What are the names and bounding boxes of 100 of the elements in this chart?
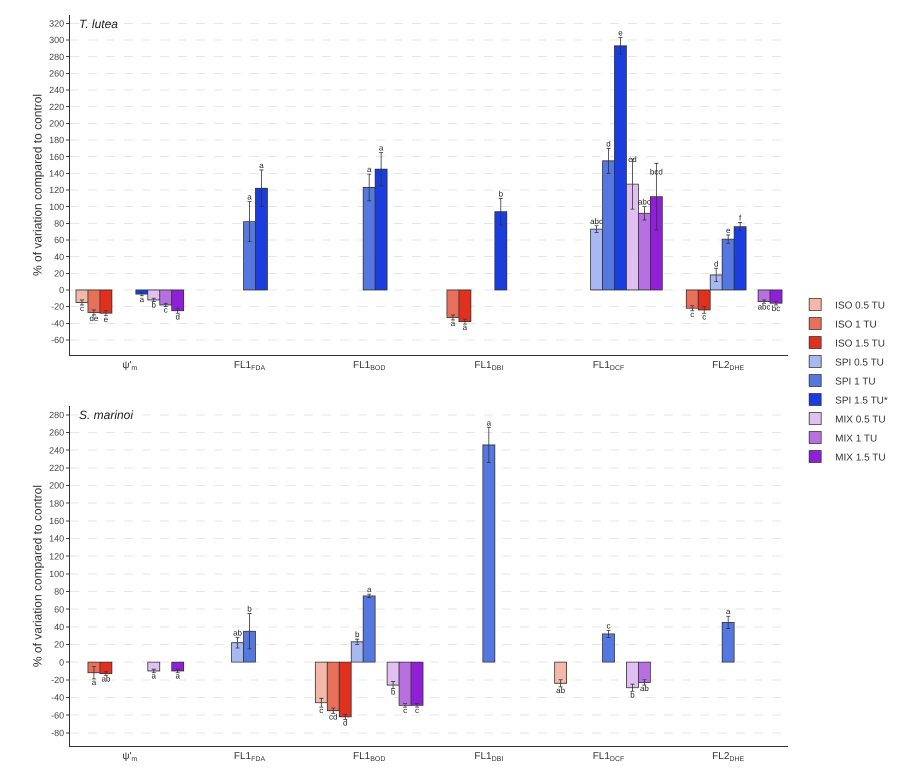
data-label: b <box>354 630 360 640</box>
bar <box>554 662 568 684</box>
data-label: a <box>175 672 180 681</box>
x-tick-label: FL1$_{DCF}$ <box>592 751 624 764</box>
x-tick-label: FL1$_{DBI}$ <box>474 751 504 764</box>
x-tick-label: ψ'$_{m}$ <box>122 360 138 372</box>
y-tick-label: 80 <box>54 586 64 597</box>
y-tick-label: 140 <box>49 168 64 178</box>
data-label: f <box>739 213 742 222</box>
y-tick-label: -20 <box>51 674 64 685</box>
data-label: a <box>378 143 384 152</box>
legend-label: SPI 1.5 TU* <box>835 395 888 406</box>
y-tick-label: 160 <box>49 152 64 162</box>
data-label: bc <box>772 304 780 313</box>
legend-label: SPI 0.5 TU <box>835 357 884 368</box>
y-tick-label: 40 <box>54 252 64 262</box>
data-label: abc <box>758 302 771 312</box>
y-tick-label: 200 <box>49 480 64 491</box>
x-tick-label: FL1$_{DBI}$ <box>474 360 504 372</box>
data-label: a <box>462 323 468 332</box>
y-tick-label: -60 <box>51 710 64 720</box>
legend-label: MIX 1 TU <box>835 433 878 444</box>
data-label: c <box>80 304 84 313</box>
data-label: d <box>714 259 718 268</box>
data-label: c <box>164 306 168 315</box>
x-tick-label: FL1$_{DCF}$ <box>592 360 624 372</box>
y-tick-label: 320 <box>49 18 64 28</box>
data-label: b <box>498 189 504 198</box>
data-label: d <box>343 718 348 728</box>
data-label: d <box>175 312 180 322</box>
data-label: e <box>104 314 109 324</box>
bar <box>147 662 160 672</box>
x-tick-label: ψ'$_{m}$ <box>122 751 138 764</box>
data-label: de <box>89 314 99 323</box>
data-label: cd <box>628 155 637 164</box>
legend-label: ISO 0.5 TU <box>835 300 886 312</box>
legend-label: ISO 1.5 TU <box>835 338 886 350</box>
data-label: a <box>140 294 145 304</box>
data-label: ab <box>101 674 111 684</box>
data-label: e <box>618 28 624 38</box>
x-tick-label: FL1$_{FDA}$ <box>234 751 266 764</box>
data-label: c <box>403 706 408 716</box>
data-label: a <box>486 418 492 428</box>
x-tick-label: FL1$_{BOD}$ <box>352 751 386 764</box>
y-axis-title: % of variation compared to control <box>30 484 44 668</box>
y-tick-label: 60 <box>54 604 64 614</box>
chart-title: T. lutea <box>79 17 118 31</box>
legend-label: ISO 1 TU <box>835 319 877 330</box>
legend-label: MIX 0.5 TU <box>835 414 886 426</box>
data-label: a <box>366 165 372 174</box>
data-label: b <box>630 690 636 700</box>
data-label: c <box>415 706 420 716</box>
y-tick-label: -20 <box>51 302 64 312</box>
y-tick-label: -40 <box>51 692 64 703</box>
x-tick-label: FL2$_{DHE}$ <box>712 360 745 372</box>
y-tick-label: -40 <box>51 318 64 328</box>
data-label: c <box>702 312 706 322</box>
y-tick-label: 100 <box>49 568 64 579</box>
y-tick-label: 180 <box>49 498 64 508</box>
data-label: b <box>247 604 252 614</box>
bar <box>171 662 184 672</box>
bar <box>602 633 615 663</box>
data-label: d <box>606 139 611 148</box>
y-tick-label: 100 <box>49 202 64 212</box>
y-tick-label: 0 <box>59 657 64 668</box>
data-label: cd <box>329 712 338 722</box>
data-label: c <box>606 621 610 630</box>
data-label: b <box>152 300 157 310</box>
y-tick-label: 300 <box>49 35 64 46</box>
data-label: e <box>726 226 731 235</box>
data-label: a <box>92 678 97 687</box>
data-label: ab <box>556 686 566 695</box>
y-tick-label: 280 <box>49 410 64 420</box>
y-tick-label: -80 <box>51 728 64 738</box>
y-tick-label: 160 <box>49 516 64 526</box>
y-tick-label: 260 <box>49 68 64 78</box>
data-label: ab <box>233 628 243 638</box>
y-tick-label: 80 <box>54 218 64 228</box>
y-tick-label: 220 <box>49 102 64 112</box>
y-tick-label: -60 <box>51 335 64 346</box>
data-label: a <box>152 672 157 681</box>
data-label: a <box>366 585 372 594</box>
y-tick-label: 240 <box>49 445 64 456</box>
data-label: a <box>247 192 252 202</box>
y-tick-label: 20 <box>54 268 64 278</box>
y-tick-label: 280 <box>49 52 64 62</box>
y-tick-label: 120 <box>49 185 64 196</box>
y-tick-label: 40 <box>54 622 64 632</box>
x-tick-label: FL1$_{FDA}$ <box>234 360 266 372</box>
y-tick-label: 240 <box>49 85 64 96</box>
x-tick-label: FL1$_{BOD}$ <box>352 360 386 372</box>
y-tick-label: 220 <box>49 463 64 474</box>
y-tick-label: 180 <box>49 135 64 146</box>
y-tick-label: 120 <box>49 551 64 562</box>
data-label: a <box>450 318 456 328</box>
y-tick-label: 20 <box>54 640 64 650</box>
y-tick-label: 0 <box>59 285 64 296</box>
y-tick-label: 200 <box>49 118 64 128</box>
data-label: a <box>726 607 731 616</box>
y-axis-title: % of variation compared to control <box>30 94 44 276</box>
